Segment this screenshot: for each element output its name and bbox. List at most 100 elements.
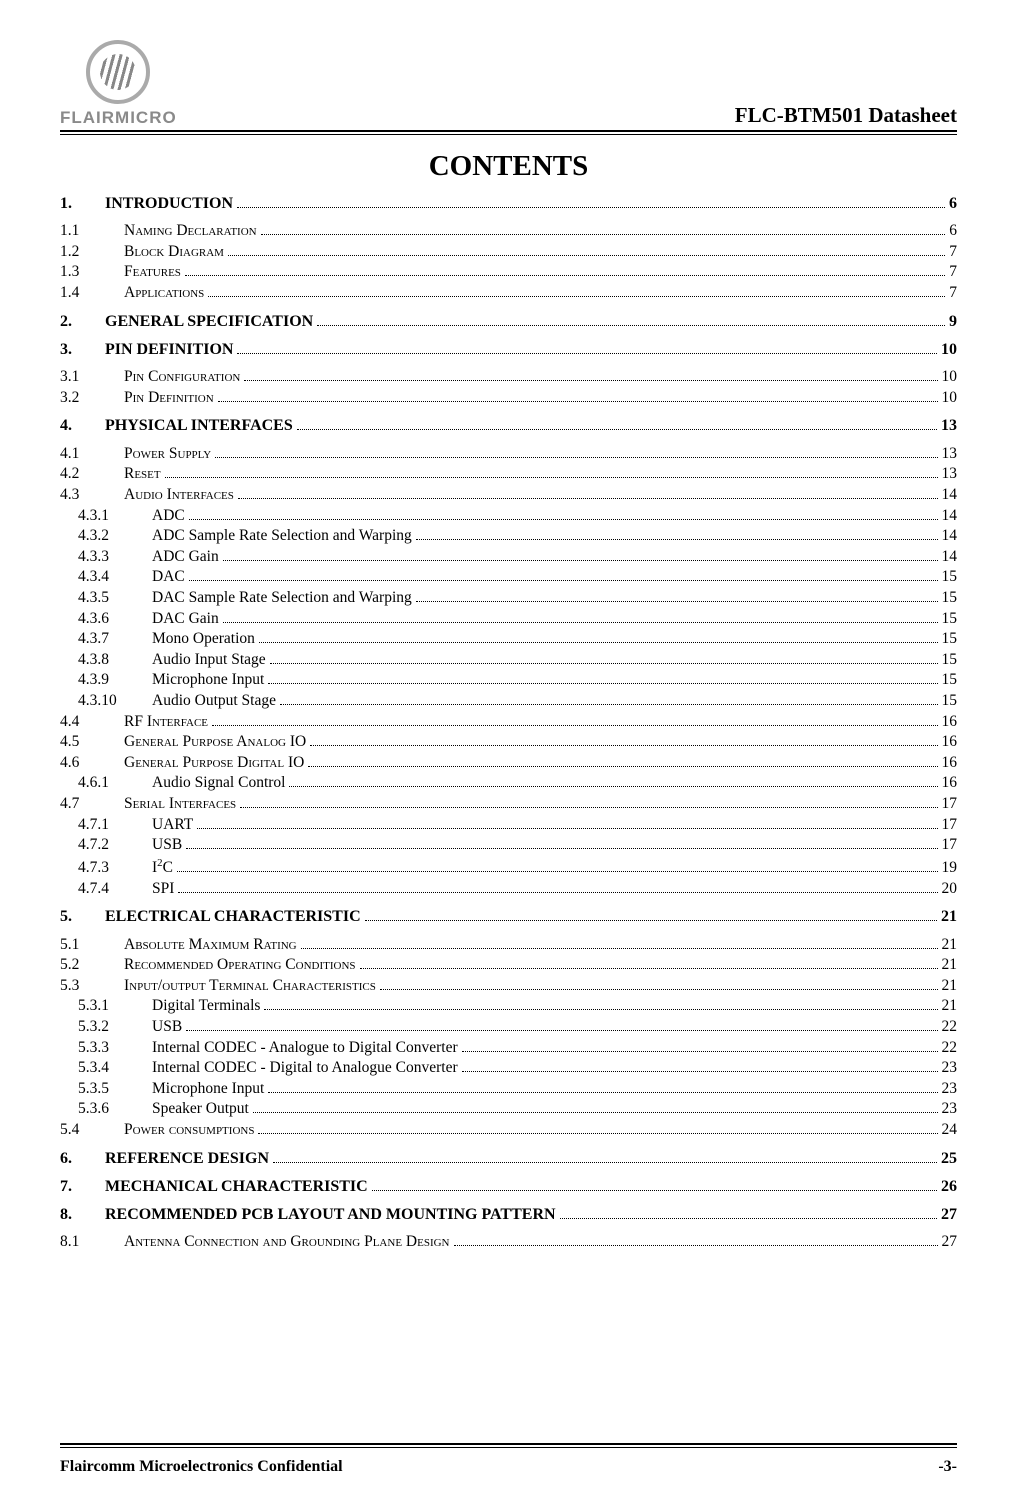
toc-leader-dots — [218, 401, 938, 402]
toc-entry-title: Speaker Output — [152, 1099, 249, 1120]
toc-entry-page: 23 — [942, 1058, 958, 1079]
toc-leader-dots — [178, 892, 937, 893]
toc-leader-dots — [212, 725, 937, 726]
toc-entry-title: Digital Terminals — [152, 996, 260, 1017]
toc-entry: 4.3.3ADC Gain14 — [60, 547, 957, 568]
toc-leader-dots — [301, 948, 938, 949]
toc-entry-page: 6 — [949, 221, 957, 242]
toc-entry-number: 5.3 — [60, 976, 124, 997]
toc-leader-dots — [185, 275, 945, 276]
toc-entry-title: MECHANICAL CHARACTERISTIC — [105, 1176, 368, 1197]
toc-entry-title: ELECTRICAL CHARACTERISTIC — [105, 906, 361, 927]
toc-entry: 5.2Recommended Operating Conditions21 — [60, 955, 957, 976]
toc-entry: 1.4Applications7 — [60, 283, 957, 304]
toc-entry-page: 25 — [941, 1148, 957, 1169]
toc-leader-dots — [268, 683, 937, 684]
toc-entry: 4.7.1UART17 — [60, 815, 957, 836]
document-title: FLC-BTM501 Datasheet — [735, 103, 957, 128]
toc-entry-number: 4.3.7 — [78, 629, 152, 650]
toc-leader-dots — [228, 255, 945, 256]
toc-entry: 5.3.6Speaker Output23 — [60, 1099, 957, 1120]
toc-entry-number: 4.7.3 — [78, 858, 152, 879]
toc-entry: 2.GENERAL SPECIFICATION9 — [60, 311, 957, 332]
toc-entry-number: 5.3.4 — [78, 1058, 152, 1079]
toc-entry-page: 14 — [942, 526, 958, 547]
toc-entry-title: Pin Definition — [124, 388, 214, 409]
toc-entry-page: 15 — [942, 629, 958, 650]
toc-entry-page: 15 — [942, 691, 958, 712]
toc-entry-number: 5.4 — [60, 1120, 124, 1141]
toc-entry-title: DAC Sample Rate Selection and Warping — [152, 588, 412, 609]
toc-entry-number: 1.1 — [60, 221, 124, 242]
toc-entry-title: DAC Gain — [152, 609, 219, 630]
footer: Flaircomm Microelectronics Confidential … — [60, 1458, 957, 1476]
toc-entry-title: PIN DEFINITION — [105, 339, 233, 360]
toc-entry-number: 4.6 — [60, 753, 124, 774]
toc-entry-number: 5.1 — [60, 935, 124, 956]
toc-entry-number: 4.2 — [60, 464, 124, 485]
toc-leader-dots — [462, 1051, 938, 1052]
toc-leader-dots — [253, 1112, 938, 1113]
toc-leader-dots — [215, 457, 937, 458]
toc-leader-dots — [237, 207, 945, 208]
toc-entry-page: 23 — [942, 1079, 958, 1100]
toc-entry-number: 5.3.1 — [78, 996, 152, 1017]
toc-leader-dots — [189, 580, 938, 581]
toc-entry-title: ADC — [152, 506, 185, 527]
toc-entry: 3.PIN DEFINITION10 — [60, 339, 957, 360]
toc-entry: 4.3.10Audio Output Stage15 — [60, 691, 957, 712]
toc-entry: 4.7.2USB17 — [60, 835, 957, 856]
toc-entry-page: 13 — [941, 415, 957, 436]
toc-entry: 4.6General Purpose Digital IO16 — [60, 753, 957, 774]
toc-entry-page: 9 — [949, 311, 957, 332]
toc-entry: 1.2Block Diagram7 — [60, 242, 957, 263]
header: FLAIRMICRO FLC-BTM501 Datasheet — [60, 40, 957, 128]
toc-entry-title: Audio Signal Control — [152, 773, 285, 794]
toc-entry-number: 4.3.8 — [78, 650, 152, 671]
toc-leader-dots — [280, 704, 938, 705]
toc-leader-dots — [177, 871, 938, 872]
toc-entry-title: Naming Declaration — [124, 221, 257, 242]
toc-entry-number: 3.1 — [60, 367, 124, 388]
toc-entry-page: 23 — [942, 1099, 958, 1120]
toc-entry-page: 22 — [942, 1017, 958, 1038]
toc-entry-page: 10 — [942, 367, 958, 388]
toc-entry-title: Features — [124, 262, 181, 283]
toc-entry-page: 22 — [942, 1038, 958, 1059]
toc-entry: 5.ELECTRICAL CHARACTERISTIC21 — [60, 906, 957, 927]
toc-leader-dots — [165, 477, 938, 478]
toc-leader-dots — [240, 807, 937, 808]
toc-entry: 3.1Pin Configuration10 — [60, 367, 957, 388]
toc-entry-page: 21 — [942, 935, 958, 956]
table-of-contents: 1.INTRODUCTION61.1Naming Declaration61.2… — [60, 193, 957, 1253]
toc-entry-title: General Purpose Digital IO — [124, 753, 304, 774]
toc-entry-page: 17 — [942, 815, 958, 836]
toc-leader-dots — [297, 429, 937, 430]
footer-page-number: -3- — [938, 1458, 957, 1476]
toc-entry-page: 7 — [949, 242, 957, 263]
toc-leader-dots — [270, 663, 938, 664]
toc-entry: 5.3.4Internal CODEC - Digital to Analogu… — [60, 1058, 957, 1079]
toc-entry-number: 1.4 — [60, 283, 124, 304]
toc-entry-page: 21 — [942, 955, 958, 976]
toc-entry-page: 21 — [942, 996, 958, 1017]
toc-entry-page: 26 — [941, 1176, 957, 1197]
toc-entry-page: 14 — [942, 485, 958, 506]
toc-entry-number: 5.3.3 — [78, 1038, 152, 1059]
footer-rule — [60, 1443, 957, 1448]
toc-entry: 4.6.1Audio Signal Control16 — [60, 773, 957, 794]
toc-entry: 7.MECHANICAL CHARACTERISTIC26 — [60, 1176, 957, 1197]
toc-entry-title: General Purpose Analog IO — [124, 732, 306, 753]
toc-entry-number: 4.3 — [60, 485, 124, 506]
logo-mark — [98, 51, 140, 93]
toc-entry: 5.3.2USB22 — [60, 1017, 957, 1038]
toc-entry-title: RECOMMENDED PCB LAYOUT AND MOUNTING PATT… — [105, 1204, 556, 1225]
toc-entry-page: 15 — [942, 670, 958, 691]
logo-text: FLAIRMICRO — [60, 108, 177, 128]
toc-entry-title: Recommended Operating Conditions — [124, 955, 356, 976]
toc-entry-title: REFERENCE DESIGN — [105, 1148, 269, 1169]
toc-entry-number: 4.3.5 — [78, 588, 152, 609]
toc-leader-dots — [259, 642, 938, 643]
toc-entry-title: RF Interface — [124, 712, 208, 733]
toc-entry-title: Audio Interfaces — [124, 485, 234, 506]
